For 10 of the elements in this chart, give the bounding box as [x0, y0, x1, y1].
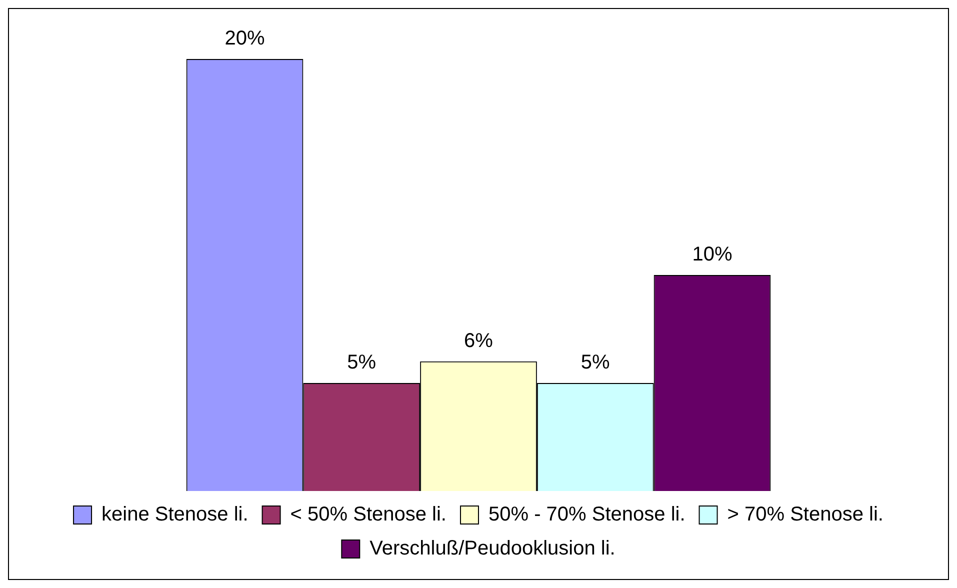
legend-label: keine Stenose li.: [102, 504, 248, 526]
data-label: 6%: [464, 330, 494, 352]
data-label: 10%: [692, 244, 732, 266]
legend-label: Verschluß/Peudooklusion li.: [370, 538, 616, 560]
legend-label: > 70% Stenose li.: [727, 504, 884, 526]
legend-label: 50% - 70% Stenose li.: [488, 504, 686, 526]
data-label: 5%: [580, 352, 610, 374]
legend-label: < 50% Stenose li.: [290, 504, 446, 526]
data-label: 5%: [347, 352, 376, 374]
data-label: 20%: [224, 28, 265, 50]
